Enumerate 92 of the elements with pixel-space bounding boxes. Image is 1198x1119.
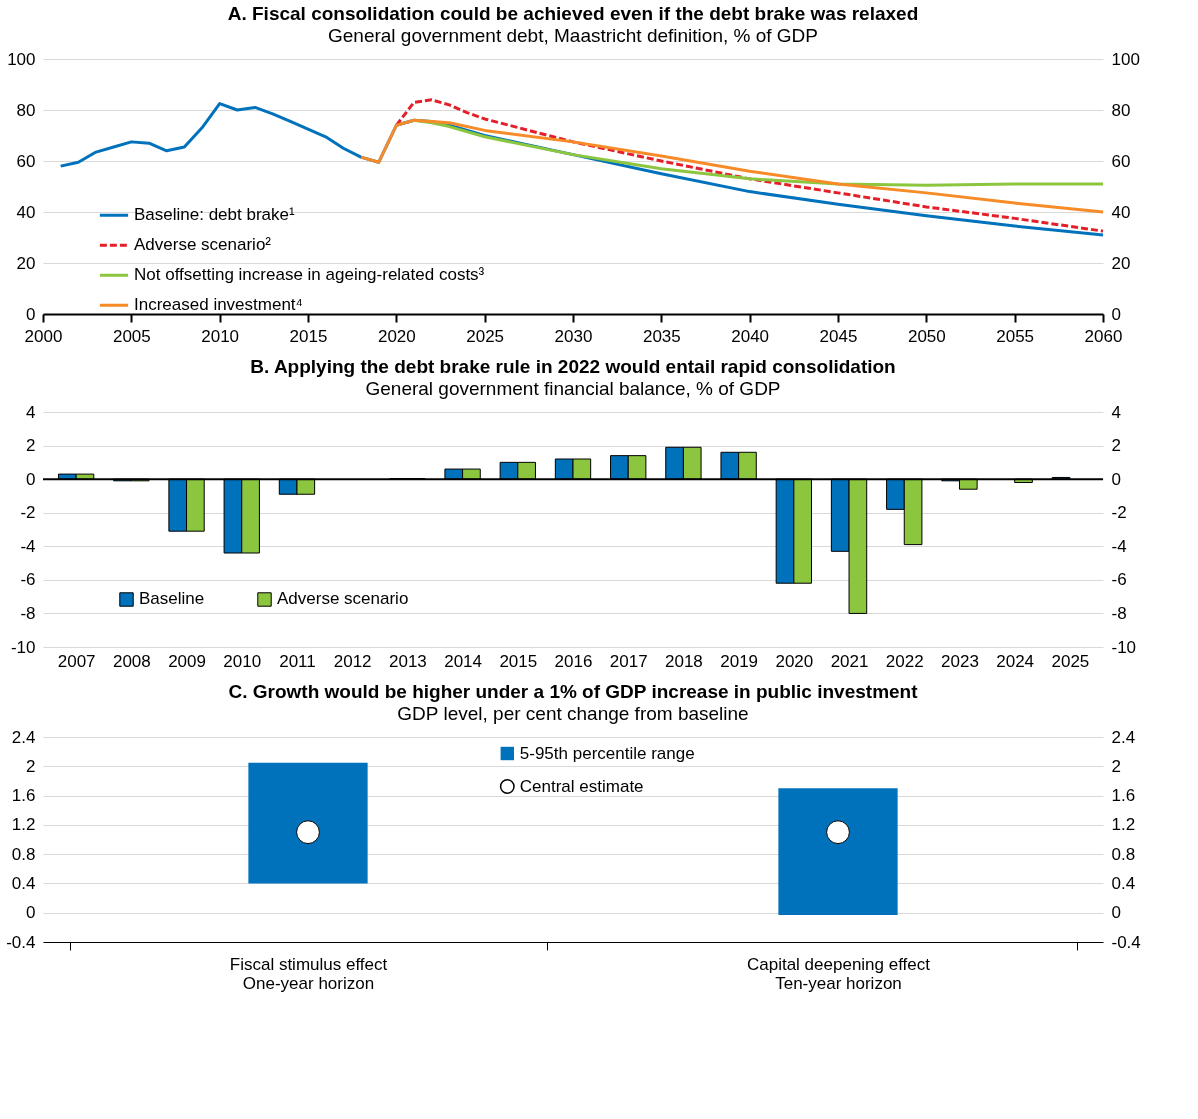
x-tick-label: 2005 [112, 326, 151, 346]
y-tick-label: 80 [16, 100, 36, 120]
x-tick-label: 2021 [830, 651, 869, 671]
x-tick-label: 2022 [885, 651, 924, 671]
chart-subtitle: General government debt, Maastricht definition, % of GDP [327, 25, 819, 46]
y2-tick-label: -4 [1111, 536, 1127, 556]
chart-title: A. Fiscal consolidation could be achieved even if the debt brake was relaxed [227, 3, 919, 24]
y2-tick-label: -0.4 [1111, 932, 1141, 952]
x-tick-label: 2060 [1084, 326, 1123, 346]
x-tick-label: 2025 [1051, 651, 1090, 671]
y-tick-label: -8 [20, 603, 36, 623]
y2-tick-label: -8 [1111, 603, 1127, 623]
y2-tick-label: 2 [1111, 756, 1121, 776]
x-tick-label: 2017 [609, 651, 648, 671]
y2-tick-label: 0 [1111, 903, 1121, 923]
y-tick-label: 0 [26, 903, 36, 923]
legend-label: Adverse scenario [277, 589, 409, 609]
x-tick-label: 2009 [168, 651, 206, 671]
y2-tick-label: 4 [1111, 402, 1121, 422]
x-tick-label: 2040 [731, 326, 770, 346]
y-tick-label: 0 [26, 469, 36, 489]
y2-tick-label: -6 [1111, 570, 1127, 590]
chart-subtitle: GDP level, per cent change from baseline [397, 703, 749, 724]
y-tick-label: 2 [26, 436, 36, 456]
x-tick-label: 2045 [819, 326, 858, 346]
y2-tick-label: 1.2 [1111, 815, 1136, 835]
x-tick-label: 2023 [941, 651, 979, 671]
y2-tick-label: 0 [1111, 304, 1121, 324]
x-tick-label: 2011 [279, 651, 316, 671]
x-tick-label: 2013 [388, 651, 427, 671]
chart-subtitle: General government financial balance, % of GDP [365, 378, 781, 399]
x-tick-label: 2012 [333, 651, 372, 671]
chart-title: B. Applying the debt brake rule in 2022 would entail rapid consolidation [250, 356, 896, 377]
y2-tick-label: 60 [1111, 151, 1131, 171]
x-tick-label: 2020 [775, 651, 814, 671]
y-tick-label: 100 [7, 49, 36, 69]
y-tick-label: 1.6 [11, 786, 36, 806]
y-tick-label: -2 [20, 503, 36, 523]
legend-label: Central estimate [519, 776, 644, 796]
chart-title: C. Growth would be higher under a 1% of GDP increase in public investment [228, 681, 919, 702]
y2-tick-label: 0 [1111, 469, 1121, 489]
legend-label: 5-95th percentile range [519, 743, 695, 763]
y2-tick-label: 0.4 [1111, 873, 1136, 893]
y2-tick-label: -10 [1111, 637, 1137, 657]
y-tick-label: 20 [16, 253, 36, 273]
y2-tick-label: 0.8 [1111, 844, 1136, 864]
x-tick-label: 2035 [642, 326, 681, 346]
y2-tick-label: 1.6 [1111, 786, 1136, 806]
x-tick-label: 2030 [554, 326, 593, 346]
x-tick-label: 2050 [907, 326, 946, 346]
x-tick-label: 2007 [57, 651, 96, 671]
x-tick-label: 2010 [201, 326, 240, 346]
x-tick-label: 2000 [24, 326, 63, 346]
legend-label: Not offsetting increase in ageing-related costs³ [134, 265, 485, 285]
legend-label: Baseline [139, 589, 205, 609]
y2-tick-label: 20 [1111, 253, 1131, 273]
y-tick-label: 2 [26, 756, 36, 776]
y-tick-label: -6 [20, 570, 36, 590]
x-tick-label: 2024 [996, 651, 1035, 671]
legend-label: Adverse scenario² [134, 235, 272, 255]
y-tick-label: 4 [26, 402, 36, 422]
y-tick-label: 0.4 [11, 873, 36, 893]
x-tick-label: 2025 [466, 326, 505, 346]
y2-tick-label: 2 [1111, 436, 1121, 456]
y2-tick-label: 40 [1111, 202, 1131, 222]
y-tick-label: 0 [26, 304, 36, 324]
y2-tick-label: 80 [1111, 100, 1131, 120]
x-tick-label: 2020 [377, 326, 416, 346]
x-tick-label: 2019 [720, 651, 759, 671]
y-tick-label: -4 [20, 536, 36, 556]
y-tick-label: 1.2 [11, 815, 36, 835]
y-tick-label: -10 [10, 637, 36, 657]
x-tick-label: 2016 [554, 651, 593, 671]
y-tick-label: 40 [16, 202, 36, 222]
x-tick-label: Fiscal stimulus effect One-year horizon [229, 954, 388, 993]
x-tick-label: 2015 [289, 326, 328, 346]
legend-label: Baseline: debt brake¹ [134, 205, 295, 225]
y2-tick-label: -2 [1111, 503, 1127, 523]
y-tick-label: 2.4 [11, 727, 36, 747]
x-tick-label: Capital deepening effect Ten-year horizon [746, 954, 931, 993]
y-tick-label: 60 [16, 151, 36, 171]
x-tick-label: 2008 [112, 651, 151, 671]
y2-tick-label: 2.4 [1111, 727, 1136, 747]
x-tick-label: 2014 [444, 651, 482, 671]
x-tick-label: 2018 [665, 651, 703, 671]
y-tick-label: 0.8 [11, 844, 36, 864]
legend-label: Increased investment⁴ [134, 295, 303, 315]
x-tick-label: 2015 [499, 651, 538, 671]
x-tick-label: 2055 [996, 326, 1035, 346]
x-tick-label: 2010 [223, 651, 262, 671]
y-tick-label: -0.4 [6, 932, 36, 952]
y2-tick-label: 100 [1111, 49, 1140, 69]
